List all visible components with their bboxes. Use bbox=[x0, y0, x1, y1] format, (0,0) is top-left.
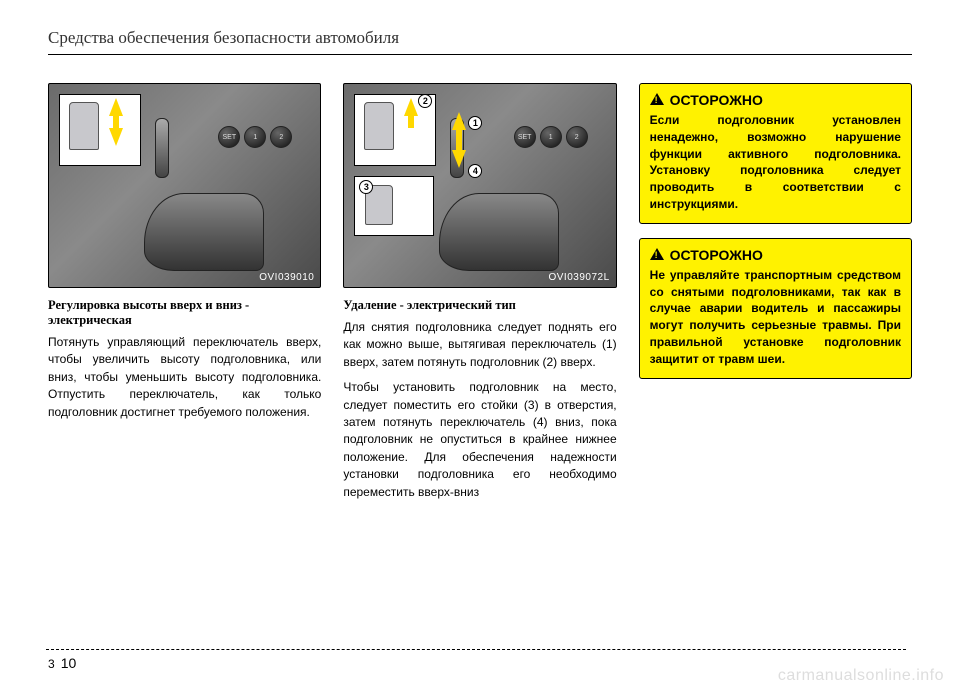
arrow-up-2-icon bbox=[404, 98, 418, 116]
column-middle: SET 1 2 1 2 3 4 OVI039072L Удаление - эл… bbox=[343, 83, 616, 509]
column-right: ОСТОРОЖНО Если подголовник установлен не… bbox=[639, 83, 912, 509]
warning-triangle-icon bbox=[650, 248, 664, 260]
warning-triangle-icon bbox=[650, 93, 664, 105]
memory-buttons-2-icon: SET 1 2 bbox=[514, 126, 588, 148]
warning-label-2: ОСТОРОЖНО bbox=[670, 247, 763, 263]
warning-body-1: Если подголовник установлен ненадежно, в… bbox=[650, 112, 901, 213]
seat-control-shape-2-icon bbox=[439, 193, 559, 271]
footer-divider bbox=[46, 649, 906, 650]
memory-2-icon: 2 bbox=[270, 126, 292, 148]
arrow-down-4-icon bbox=[452, 150, 466, 168]
warning-label-1: ОСТОРОЖНО bbox=[670, 92, 763, 108]
figure-height-adjust: SET 1 2 OVI039010 bbox=[48, 83, 321, 288]
warning-body-2: Не управляйте транспортным средством со … bbox=[650, 267, 901, 368]
footer-page-number: 10 bbox=[61, 655, 77, 671]
paragraph-removal-2: Чтобы установить подголовник на место, с… bbox=[343, 379, 616, 501]
footer-section-number: 3 bbox=[48, 657, 55, 671]
memory-set-2-icon: SET bbox=[514, 126, 536, 148]
warning-box-2: ОСТОРОЖНО Не управляйте транспортным сре… bbox=[639, 238, 912, 379]
figure-id-label-2: OVI039072L bbox=[548, 272, 609, 283]
callout-4: 4 bbox=[468, 164, 482, 178]
inset-headrest-up-icon bbox=[364, 102, 394, 150]
page-footer: 3 10 bbox=[48, 655, 76, 671]
seat-control-shape-icon bbox=[144, 193, 264, 271]
arrow-down-icon bbox=[109, 128, 123, 146]
warning-box-1: ОСТОРОЖНО Если подголовник установлен не… bbox=[639, 83, 912, 224]
memory-2b-icon: 2 bbox=[566, 126, 588, 148]
subheading-height-adjust: Регулировка высоты вверх и вниз - электр… bbox=[48, 298, 321, 328]
figure-id-label: OVI039010 bbox=[259, 272, 314, 283]
warning-title-2: ОСТОРОЖНО bbox=[650, 247, 901, 263]
memory-set-icon: SET bbox=[218, 126, 240, 148]
watermark-text: carmanualsonline.info bbox=[778, 667, 944, 685]
column-left: SET 1 2 OVI039010 Регулировка высоты вве… bbox=[48, 83, 321, 509]
memory-1-icon: 1 bbox=[244, 126, 266, 148]
callout-1: 1 bbox=[468, 116, 482, 130]
memory-1b-icon: 1 bbox=[540, 126, 562, 148]
warning-title-1: ОСТОРОЖНО bbox=[650, 92, 901, 108]
content-columns: SET 1 2 OVI039010 Регулировка высоты вве… bbox=[48, 83, 912, 509]
arrow-up-icon bbox=[109, 98, 123, 116]
figure-removal: SET 1 2 1 2 3 4 OVI039072L bbox=[343, 83, 616, 288]
paragraph-height-adjust: Потянуть управляющий переключатель вверх… bbox=[48, 334, 321, 421]
seat-switch-icon bbox=[155, 118, 169, 178]
page-header: Средства обеспечения безопасности автомо… bbox=[48, 28, 912, 55]
subheading-removal: Удаление - электрический тип bbox=[343, 298, 616, 313]
inset-headrest-icon bbox=[69, 102, 99, 150]
paragraph-removal-1: Для снятия подголовника следует поднять … bbox=[343, 319, 616, 371]
callout-2: 2 bbox=[418, 94, 432, 108]
arrow-up-1-icon bbox=[452, 112, 466, 130]
memory-buttons-icon: SET 1 2 bbox=[218, 126, 292, 148]
